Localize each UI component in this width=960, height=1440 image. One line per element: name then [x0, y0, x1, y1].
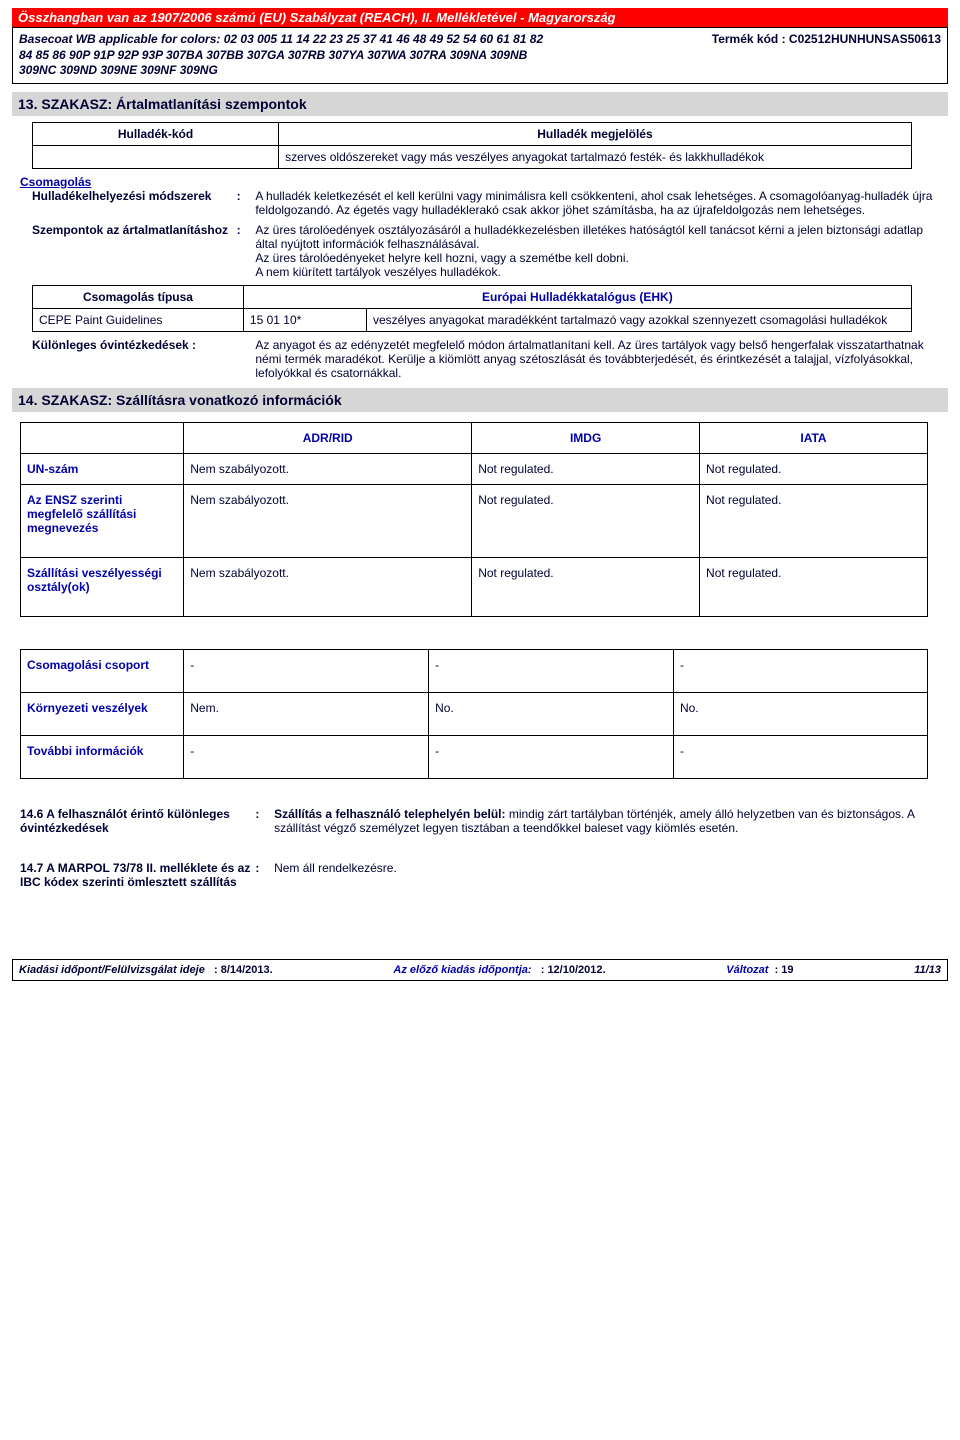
t1-row-2: Szállítási veszélyességi osztály(ok) Nem…	[21, 557, 928, 616]
blank-head	[21, 422, 184, 453]
t2-r2-label: További információk	[21, 735, 184, 778]
t2-row-0: Csomagolási csoport - - -	[21, 649, 928, 692]
kv-row-0: Hulladékelhelyezési módszerek : A hullad…	[12, 189, 948, 217]
kv-row-1: Szempontok az ártalmatlanításhoz : Az ür…	[12, 223, 948, 279]
transport-table-2: Csomagolási csoport - - - Környezeti ves…	[20, 649, 928, 779]
pkg-desc: veszélyes anyagokat maradékként tartalma…	[366, 308, 911, 331]
t1-r2-c1: Nem szabályozott.	[184, 557, 472, 616]
kulonleges-label: Különleges óvintézkedések :	[12, 338, 255, 380]
t1-r0-c1: Nem szabályozott.	[184, 453, 472, 484]
footer-ver: Változat : 19	[726, 964, 793, 976]
waste-col2: Hulladék megjelölés	[279, 122, 912, 145]
t2-r1-label: Környezeti veszélyek	[21, 692, 184, 735]
footer-prev: Az előző kiadás időpontja: : 12/10/2012.	[393, 964, 605, 976]
t2-r2-c1: -	[184, 735, 429, 778]
product-code-label: Termék kód :	[712, 32, 786, 46]
footer-l3: Változat	[726, 964, 768, 976]
footer-l2v: : 12/10/2012.	[541, 964, 606, 976]
footer: Kiadási időpont/Felülvizsgálat ideje : 8…	[12, 959, 948, 981]
packaging-table: Csomagolás típusa Európai Hulladékkataló…	[32, 285, 912, 332]
t1-r1-c3: Not regulated.	[700, 484, 928, 557]
t1-row-1: Az ENSZ szerinti megfelelő szállítási me…	[21, 484, 928, 557]
footer-l3v: : 19	[775, 964, 794, 976]
p146-colon: :	[255, 807, 274, 835]
t2-r0-label: Csomagolási csoport	[21, 649, 184, 692]
col-imdg: IMDG	[472, 422, 700, 453]
t1-r2-c2: Not regulated.	[472, 557, 700, 616]
t2-r2-c3: -	[673, 735, 927, 778]
page-header: Összhangban van az 1907/2006 számú (EU) …	[12, 8, 948, 27]
ehk-head: Európai Hulladékkatalógus (EHK)	[243, 285, 911, 308]
p146-label: 14.6 A felhasználót érintő különleges óv…	[12, 807, 255, 835]
kv-value-1: Az üres tárolóedények osztályozásáról a …	[255, 223, 948, 279]
t1-r1-c2: Not regulated.	[472, 484, 700, 557]
t1-r0-label: UN-szám	[21, 453, 184, 484]
product-code-value: C02512HUNHUNSAS50613	[789, 32, 941, 46]
kulonleges-row: Különleges óvintézkedések : Az anyagot é…	[12, 338, 948, 380]
kv-label-0: Hulladékelhelyezési módszerek	[12, 189, 237, 217]
product-code: Termék kód : C02512HUNHUNSAS50613	[712, 32, 941, 48]
col-iata: IATA	[700, 422, 928, 453]
kv-value-0: A hulladék keletkezését el kell kerülni …	[255, 189, 948, 217]
t1-r1-c1: Nem szabályozott.	[184, 484, 472, 557]
section-14-header: 14. SZAKASZ: Szállításra vonatkozó infor…	[12, 388, 948, 412]
p147-row: 14.7 A MARPOL 73/78 II. melléklete és az…	[12, 861, 948, 889]
p147-value: Nem áll rendelkezésre.	[274, 861, 929, 889]
t2-r1-c2: No.	[429, 692, 674, 735]
t2-r0-c1: -	[184, 649, 429, 692]
t2-row-2: További információk - - -	[21, 735, 928, 778]
t2-r2-c2: -	[429, 735, 674, 778]
product-info-box: Basecoat WB applicable for colors: 02 03…	[12, 27, 948, 84]
p147-label: 14.7 A MARPOL 73/78 II. melléklete és az…	[12, 861, 255, 889]
t1-r0-c3: Not regulated.	[700, 453, 928, 484]
t1-r2-label: Szállítási veszélyességi osztály(ok)	[21, 557, 184, 616]
waste-desc-cell: szerves oldószereket vagy más veszélyes …	[279, 145, 912, 168]
t2-r0-c3: -	[673, 649, 927, 692]
csomagolas-subhead: Csomagolás	[12, 175, 948, 189]
kulonleges-value: Az anyagot és az edényzetét megfelelő mó…	[255, 338, 929, 380]
kv-colon-0: :	[237, 189, 256, 217]
footer-l1: Kiadási időpont/Felülvizsgálat ideje	[19, 964, 205, 976]
p146-bold: Szállítás a felhasználó telephelyén belü…	[274, 807, 505, 821]
t2-r1-c3: No.	[673, 692, 927, 735]
t1-r1-label: Az ENSZ szerinti megfelelő szállítási me…	[21, 484, 184, 557]
footer-issue: Kiadási időpont/Felülvizsgálat ideje : 8…	[19, 964, 273, 976]
kv-label-1: Szempontok az ártalmatlanításhoz	[12, 223, 237, 279]
transport-table-1: ADR/RID IMDG IATA UN-szám Nem szabályozo…	[20, 422, 928, 617]
p146-value: Szállítás a felhasználó telephelyén belü…	[274, 807, 929, 835]
pkg-code: 15 01 10*	[243, 308, 366, 331]
waste-table: Hulladék-kód Hulladék megjelölés szerves…	[32, 122, 912, 169]
kv-colon-1: :	[237, 223, 256, 279]
pkg-row-label: CEPE Paint Guidelines	[33, 308, 244, 331]
footer-l2: Az előző kiadás időpontja:	[393, 964, 531, 976]
t1-row-0: UN-szám Nem szabályozott. Not regulated.…	[21, 453, 928, 484]
p147-colon: :	[255, 861, 274, 889]
waste-code-cell	[33, 145, 279, 168]
product-colors: Basecoat WB applicable for colors: 02 03…	[19, 32, 554, 79]
t1-r0-c2: Not regulated.	[472, 453, 700, 484]
pkg-type-head: Csomagolás típusa	[33, 285, 244, 308]
t1-r2-c3: Not regulated.	[700, 557, 928, 616]
t2-r1-c1: Nem.	[184, 692, 429, 735]
section-13-header: 13. SZAKASZ: Ártalmatlanítási szempontok	[12, 92, 948, 116]
waste-col1: Hulladék-kód	[33, 122, 279, 145]
footer-page: 11/13	[914, 964, 941, 976]
col-adr: ADR/RID	[184, 422, 472, 453]
t2-r0-c2: -	[429, 649, 674, 692]
p146-row: 14.6 A felhasználót érintő különleges óv…	[12, 807, 948, 835]
t2-row-1: Környezeti veszélyek Nem. No. No.	[21, 692, 928, 735]
footer-l1v: : 8/14/2013.	[214, 964, 273, 976]
